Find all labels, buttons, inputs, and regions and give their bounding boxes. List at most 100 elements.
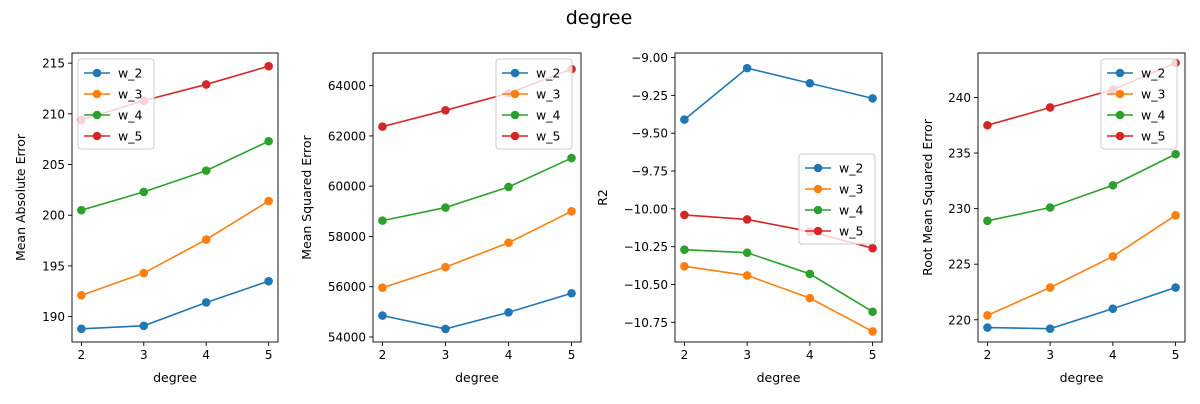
data-point-w_3-3 [139,268,149,278]
x-tick-label: 4 [806,348,814,362]
legend-label-w_2: w_2 [536,66,560,81]
series-line-w_4 [987,153,1176,222]
legend-box [798,153,876,245]
legend-label-w_5: w_5 [536,129,560,144]
series-line-w_3 [81,200,270,297]
y-tick-label: 205 [42,158,65,172]
legend-label-w_4: w_4 [118,108,142,123]
legend-marker-w_4 [813,205,823,215]
data-point-w_3-2 [680,262,689,271]
y-tick-label: 235 [948,147,971,161]
y-axis-label: R2 [595,189,610,206]
y-tick-label: −9.25 [631,89,668,103]
legend-label-w_2: w_2 [839,161,863,176]
data-point-w_3-3 [441,262,450,272]
data-point-w_4-3 [1045,203,1055,212]
legend-marker-w_3 [813,184,823,194]
y-tick-label: −9.00 [631,51,668,65]
series-line-w_2 [987,286,1176,330]
data-point-w_3-2 [983,311,992,320]
legend-label-w_5: w_5 [839,224,863,239]
y-tick-label: 210 [42,107,65,121]
data-point-w_4-3 [441,203,450,212]
data-point-w_3-5 [567,207,576,216]
legend-marker-w_5 [1115,131,1125,141]
series-line-w_2 [683,67,873,121]
legend-marker-w_2 [92,68,102,78]
data-point-w_2-3 [139,321,149,331]
y-tick-label: 58000 [328,230,366,244]
data-point-w_4-5 [868,307,877,317]
x-tick-label: 5 [869,348,877,362]
x-tick-label: 3 [140,348,148,362]
data-point-w_2-2 [983,323,992,332]
legend-marker-w_2 [813,163,823,173]
subplot-1: 2 3 4 5 190 195 200 205 210 215 degree Mean Absolut… [13,52,279,385]
y-tick-label: 200 [42,209,65,223]
data-point-w_3-4 [201,235,211,244]
legend-marker-w_4 [92,110,102,120]
data-point-w_2-2 [77,324,86,334]
y-tick-label: 195 [42,259,65,273]
legend-marker-w_4 [510,110,520,120]
data-point-w_2-4 [805,78,815,88]
x-tick-label: 3 [1046,348,1054,362]
data-point-w_4-2 [378,216,387,225]
data-point-w_2-4 [504,308,513,317]
y-axis-label: Mean Squared Error [299,134,314,259]
legend-marker-w_3 [510,89,520,99]
data-point-w_5-5 [264,61,273,71]
data-point-w_4-3 [742,248,752,258]
data-point-w_3-5 [264,196,273,206]
legend-label-w_4: w_4 [839,203,863,218]
data-point-w_2-5 [1171,283,1180,292]
data-point-w_3-4 [1108,252,1118,261]
series-line-w_4 [81,140,269,211]
legend-marker-w_2 [1115,68,1125,78]
data-point-w_2-5 [567,288,576,298]
legend-marker-w_5 [92,131,102,141]
data-point-w_2-3 [1045,324,1055,333]
x-tick-label: 5 [1172,348,1180,362]
x-tick-label: 4 [1109,348,1117,362]
x-axis-label: degree [455,370,499,385]
legend-marker-w_3 [92,89,102,99]
data-point-w_2-3 [742,63,752,73]
legend-marker-w_2 [510,68,520,78]
data-point-w_5-3 [742,215,752,224]
legend-marker-w_5 [813,226,823,236]
subplot-2: 2 3 4 5 54000 56000 58000 60000 62000 64000 degree… [299,52,582,385]
data-point-w_4-4 [1108,180,1118,190]
x-axis-label: degree [153,370,197,385]
legend-label-w_5: w_5 [1141,129,1165,144]
x-tick-label: 3 [743,348,751,362]
y-tick-label: 64000 [328,79,366,93]
data-point-w_5-2 [680,210,689,220]
legend: w_2 w_3 w_4 w_5 [77,58,155,150]
data-point-w_3-2 [378,283,387,293]
data-point-w_3-3 [1045,283,1055,292]
series-line-w_3 [684,265,873,333]
legend-label-w_2: w_2 [118,66,142,81]
data-point-w_2-4 [1108,304,1118,313]
legend-marker-w_5 [510,131,520,141]
legend-label-w_3: w_3 [839,182,863,197]
axes-frame [674,52,883,343]
data-point-w_4-5 [264,136,273,146]
y-axis-label: Mean Absolute Error [13,133,28,261]
y-tick-label: 56000 [328,280,366,294]
y-tick-label: −10.00 [624,202,668,216]
data-point-w_5-2 [378,122,387,131]
y-tick-label: 240 [948,91,971,105]
legend-label-w_3: w_3 [118,87,142,102]
series-line-w_3 [382,210,572,289]
y-tick-label: 62000 [328,129,366,143]
legend-label-w_4: w_4 [1141,108,1165,123]
data-point-w_3-2 [77,291,86,300]
y-axis-label: Root Mean Squared Error [920,118,935,276]
x-tick-label: 5 [265,348,273,362]
data-point-w_3-4 [504,238,513,248]
subplot-3: 2 3 4 5 −9.00 −9.25 −9.50 −9.75 −10.00 −10.25 −10.… [595,51,883,385]
x-tick-label: 4 [202,348,210,362]
